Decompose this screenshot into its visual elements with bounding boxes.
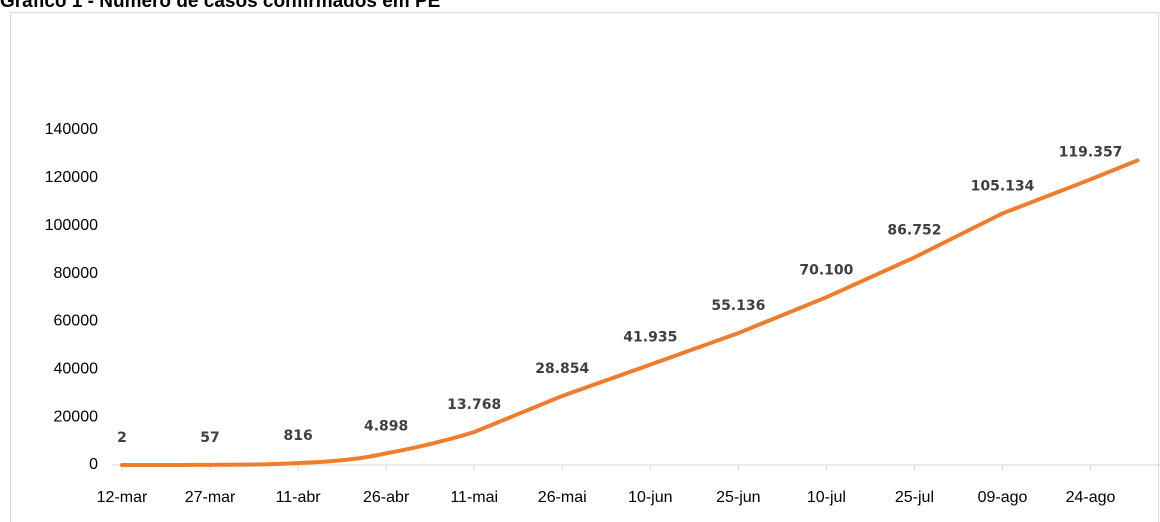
x-tick-label: 27-mar: [185, 489, 236, 506]
series-line: [120, 158, 1140, 467]
y-tick-label: 20000: [54, 408, 99, 425]
y-tick-label: 140000: [45, 121, 98, 138]
data-label: 28.854: [535, 361, 589, 377]
x-tick-label: 26-mai: [538, 489, 587, 506]
data-label: 55.136: [711, 298, 765, 314]
y-tick-label: 100000: [45, 217, 98, 234]
x-tick-label: 11-mai: [450, 489, 498, 506]
chart-title: Gráfico 1 - Número de casos confirmados …: [0, 0, 440, 12]
y-tick-label: 40000: [54, 361, 99, 378]
x-tick-label: 24-ago: [1066, 489, 1116, 506]
x-tick-label: 25-jun: [716, 489, 760, 506]
data-label: 41.935: [623, 330, 677, 346]
data-label: 86.752: [887, 222, 941, 238]
x-tick-label: 25-jul: [895, 489, 934, 506]
data-label: 70.100: [799, 262, 853, 278]
x-tick-label: 11-abr: [276, 489, 322, 506]
x-tick-label: 10-jul: [807, 489, 846, 506]
y-tick-label: 0: [89, 456, 98, 473]
x-tick-label: 12-mar: [97, 489, 148, 506]
data-label: 2: [117, 430, 127, 446]
y-tick-label: 120000: [45, 169, 98, 186]
data-label: 105.134: [971, 178, 1035, 194]
data-label: 4.898: [364, 418, 408, 434]
data-label: 13.768: [447, 397, 501, 413]
x-tick-label: 10-jun: [628, 489, 672, 506]
data-label: 816: [283, 428, 312, 444]
data-label: 119.357: [1059, 144, 1123, 160]
chart-frame: [10, 12, 1159, 522]
x-tick-label: 26-abr: [363, 489, 410, 506]
y-tick-label: 80000: [54, 265, 99, 282]
x-tick-label: 09-ago: [978, 489, 1028, 506]
data-label: 57: [200, 430, 219, 446]
y-tick-label: 60000: [54, 313, 99, 330]
